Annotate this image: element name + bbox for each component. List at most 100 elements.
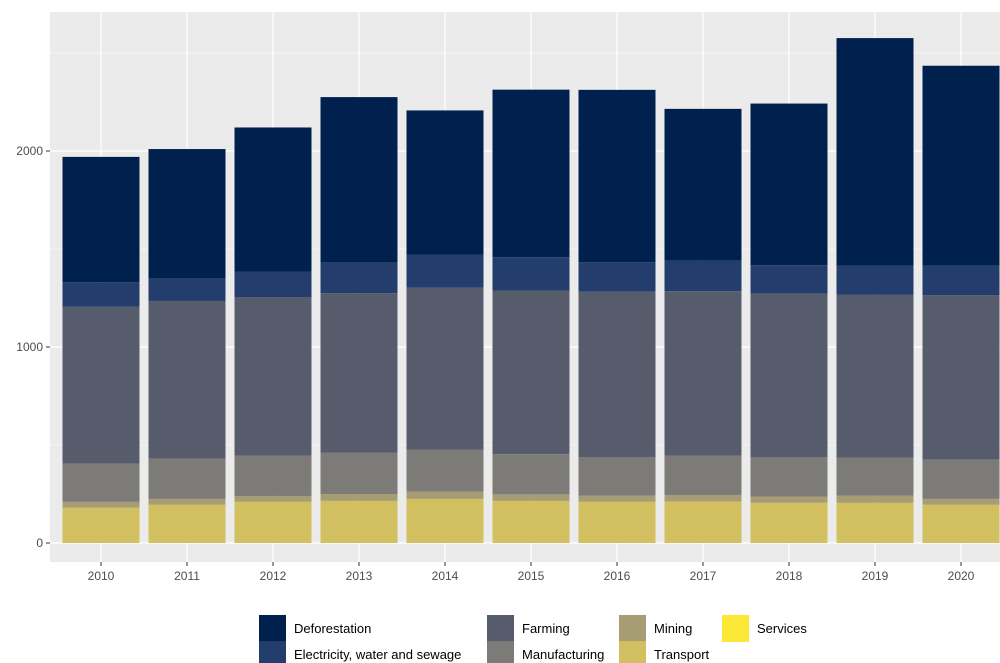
bar-segment-transport-2017 (664, 501, 742, 543)
bar-segment-electricity-water-and-sewage-2019 (836, 265, 914, 295)
x-tick-label: 2010 (88, 569, 115, 583)
bar-segment-farming-2010 (62, 306, 140, 464)
bar-segment-electricity-water-and-sewage-2015 (492, 257, 570, 291)
bar-segment-manufacturing-2012 (234, 455, 312, 496)
bar-segment-deforestation-2010 (62, 156, 140, 283)
bar-segment-farming-2014 (406, 287, 484, 450)
bar-segment-transport-2018 (750, 502, 828, 543)
bar-segment-transport-2010 (62, 507, 140, 543)
bar-segment-manufacturing-2020 (922, 459, 1000, 499)
bar-segment-electricity-water-and-sewage-2017 (664, 260, 742, 292)
bar-segment-deforestation-2018 (750, 103, 828, 266)
bar-segment-farming-2017 (664, 291, 742, 456)
legend-label: Farming (522, 621, 570, 636)
bar-segment-electricity-water-and-sewage-2018 (750, 265, 828, 294)
bar-segment-farming-2020 (922, 295, 1000, 460)
legend-key (619, 615, 646, 642)
bar-segment-electricity-water-and-sewage-2016 (578, 262, 656, 292)
y-tick-label: 2000 (16, 144, 43, 158)
x-tick-label: 2019 (862, 569, 889, 583)
bar-segment-transport-2012 (234, 501, 312, 543)
bar-segment-mining-2013 (320, 494, 398, 501)
bar-stack-2019 (836, 38, 914, 543)
bars (62, 38, 1000, 543)
bar-segment-manufacturing-2018 (750, 457, 828, 497)
bar-segment-manufacturing-2017 (664, 455, 742, 495)
legend-item-deforestation: Deforestation (259, 615, 371, 642)
x-tick-label: 2011 (174, 569, 200, 583)
y-tick-label: 1000 (16, 340, 43, 354)
bar-segment-deforestation-2019 (836, 38, 914, 266)
legend-item-transport: Transport (619, 641, 710, 663)
bar-segment-mining-2011 (148, 498, 226, 505)
legend-item-services: Services (722, 615, 807, 642)
bar-segment-mining-2010 (62, 501, 140, 508)
legend-label: Services (757, 621, 807, 636)
y-tick-label: 0 (36, 536, 43, 550)
bar-segment-farming-2018 (750, 293, 828, 458)
bar-segment-farming-2013 (320, 293, 398, 453)
bar-segment-transport-2016 (578, 501, 656, 543)
x-tick-label: 2012 (260, 569, 287, 583)
legend-item-manufacturing: Manufacturing (487, 641, 604, 663)
legend-label: Transport (654, 647, 710, 662)
bar-segment-transport-2019 (836, 502, 914, 543)
x-tick-label: 2014 (432, 569, 459, 583)
legend-key (487, 641, 514, 663)
bar-stack-2010 (62, 156, 140, 543)
bar-segment-manufacturing-2010 (62, 463, 140, 502)
legend-key (259, 615, 286, 642)
bar-stack-2020 (922, 65, 1000, 543)
bar-segment-electricity-water-and-sewage-2010 (62, 282, 140, 307)
bar-stack-2012 (234, 127, 312, 543)
bar-segment-mining-2015 (492, 494, 570, 501)
bar-segment-electricity-water-and-sewage-2020 (922, 265, 1000, 296)
x-tick-label: 2017 (690, 569, 717, 583)
x-tick-label: 2020 (948, 569, 975, 583)
bar-segment-deforestation-2013 (320, 97, 398, 263)
x-tick-label: 2016 (604, 569, 631, 583)
bar-segment-transport-2013 (320, 500, 398, 543)
bar-segment-deforestation-2016 (578, 89, 656, 263)
bar-stack-2017 (664, 108, 742, 543)
legend-label: Deforestation (294, 621, 371, 636)
bar-segment-deforestation-2017 (664, 108, 742, 261)
legend-key (619, 641, 646, 663)
x-tick-label: 2015 (518, 569, 545, 583)
bar-stack-2016 (578, 89, 656, 543)
bar-stack-2018 (750, 103, 828, 543)
legend-key (722, 615, 749, 642)
legend: Deforestation Electricity, water and sewa… (259, 615, 807, 663)
bar-segment-electricity-water-and-sewage-2012 (234, 271, 312, 298)
bar-segment-deforestation-2014 (406, 110, 484, 255)
legend-key (259, 641, 286, 663)
legend-key (487, 615, 514, 642)
legend-label: Mining (654, 621, 692, 636)
bar-segment-mining-2019 (836, 495, 914, 503)
bar-stack-2015 (492, 89, 570, 543)
bar-stack-2014 (406, 110, 484, 543)
bar-segment-deforestation-2015 (492, 89, 570, 258)
bar-stack-2013 (320, 97, 398, 543)
bar-segment-mining-2017 (664, 494, 742, 502)
bar-segment-manufacturing-2014 (406, 449, 484, 492)
bar-segment-manufacturing-2013 (320, 452, 398, 494)
legend-item-mining: Mining (619, 615, 692, 642)
x-tick-label: 2013 (346, 569, 373, 583)
bar-stack-2011 (148, 149, 226, 543)
legend-label: Manufacturing (522, 647, 604, 662)
bar-segment-manufacturing-2019 (836, 457, 914, 496)
bar-segment-farming-2016 (578, 291, 656, 458)
bar-segment-mining-2016 (578, 495, 656, 502)
bar-segment-mining-2014 (406, 491, 484, 499)
bar-segment-mining-2020 (922, 498, 1000, 505)
bar-segment-transport-2015 (492, 500, 570, 543)
bar-segment-deforestation-2011 (148, 149, 226, 279)
legend-item-farming: Farming (487, 615, 570, 642)
y-axis: 0 1000 2000 (16, 144, 50, 550)
bar-segment-farming-2011 (148, 300, 226, 459)
bar-segment-transport-2014 (406, 498, 484, 543)
bar-segment-transport-2011 (148, 504, 226, 543)
legend-label: Electricity, water and sewage (294, 647, 461, 662)
bar-segment-farming-2015 (492, 290, 570, 455)
